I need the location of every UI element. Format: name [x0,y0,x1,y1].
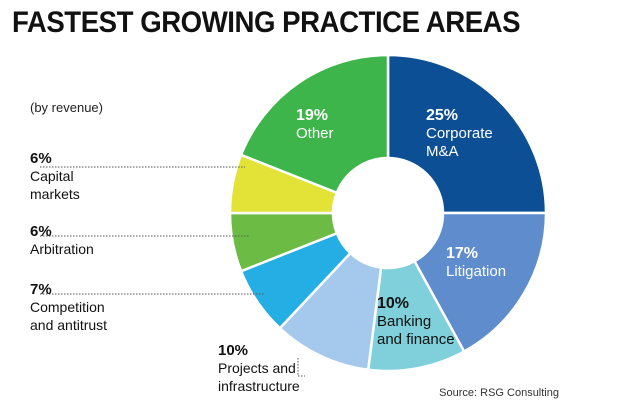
slice-name-label: infrastructure [218,378,300,394]
slice-name-label: Other [296,125,334,142]
leader-line [297,358,305,377]
chart-subtitle: (by revenue) [30,100,103,115]
slice-value-label: 6% [30,150,52,167]
slice-value-label: 10% [377,295,409,312]
slice-value-label: 7% [30,281,52,298]
slice-name-label: Projects and [218,360,296,376]
slice-name-label: markets [30,186,80,202]
chart-title: FASTEST GROWING PRACTICE AREAS [12,6,521,39]
slice-value-label: 25% [426,107,458,124]
slice-value-label: 10% [218,342,248,359]
slice-name-label: and finance [377,331,455,348]
slice-name-label: Competition [30,299,105,315]
source-note: Source: RSG Consulting [439,387,559,399]
slice-name-label: Litigation [446,263,506,280]
slice-name-label: Banking [377,313,431,330]
slice-name-label: and antitrust [30,317,107,333]
pie-slice [412,211,548,354]
slice-name-label: Arbitration [30,241,94,257]
slice-name-label: M&A [426,143,459,160]
slice-value-label: 17% [446,245,478,262]
slice-value-label: 6% [30,223,52,240]
slice-name-label: Capital [30,168,74,184]
pie-slice [239,53,390,195]
slice-name-label: Corporate [426,125,493,142]
slice-value-label: 19% [296,107,328,124]
pie-slice [386,53,548,215]
